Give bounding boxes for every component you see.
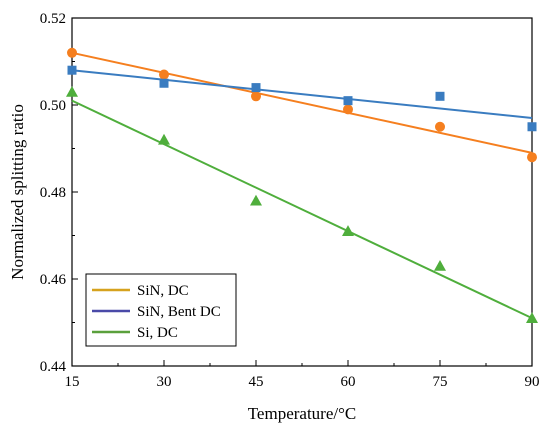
- point-series-1: [343, 96, 353, 106]
- legend-label-series-0: SiN, DC: [137, 283, 189, 299]
- point-series-0: [343, 104, 353, 115]
- y-tick-label: 0.44: [40, 359, 67, 375]
- point-series-0: [251, 91, 261, 102]
- y-tick-label: 0.50: [40, 98, 66, 114]
- point-series-1: [67, 65, 77, 75]
- y-axis-label: Normalized splitting ratio: [8, 104, 27, 280]
- y-tick-label: 0.46: [40, 272, 67, 288]
- point-series-2: [526, 312, 538, 323]
- x-tick-label: 75: [433, 374, 448, 390]
- legend-label-series-1: SiN, Bent DC: [137, 304, 221, 320]
- point-series-0: [67, 47, 77, 58]
- fit-lines: [71, 51, 533, 320]
- legend-label-series-2: Si, DC: [137, 325, 178, 341]
- x-axis-label: Temperature/°C: [248, 404, 357, 423]
- fit-line-series-2: [71, 99, 533, 320]
- point-series-0: [159, 69, 169, 80]
- x-tick-label: 30: [157, 374, 172, 390]
- point-series-0: [527, 152, 537, 163]
- point-series-1: [251, 83, 261, 93]
- point-series-0: [435, 121, 445, 132]
- x-axis: 15 30 45 60 75 90: [65, 360, 540, 390]
- fit-line-series-1: [71, 69, 533, 120]
- point-series-2: [342, 225, 354, 236]
- y-tick-label: 0.48: [40, 185, 66, 201]
- x-tick-label: 15: [65, 374, 80, 390]
- data-markers: [66, 47, 538, 323]
- point-series-1: [435, 91, 445, 101]
- point-series-2: [250, 194, 262, 206]
- point-series-2: [66, 85, 78, 97]
- y-tick-label: 0.52: [40, 11, 66, 27]
- point-series-2: [434, 259, 446, 271]
- legend: SiN, DC SiN, Bent DC Si, DC: [85, 273, 237, 347]
- x-tick-label: 60: [341, 374, 356, 390]
- x-tick-label: 45: [249, 374, 264, 390]
- x-tick-label: 90: [525, 374, 540, 390]
- point-series-2: [158, 133, 170, 145]
- point-series-1: [527, 122, 537, 132]
- y-axis: 0.44 0.46 0.48 0.50 0.52: [40, 11, 78, 375]
- fit-line-series-0: [71, 51, 533, 154]
- point-series-1: [159, 78, 169, 88]
